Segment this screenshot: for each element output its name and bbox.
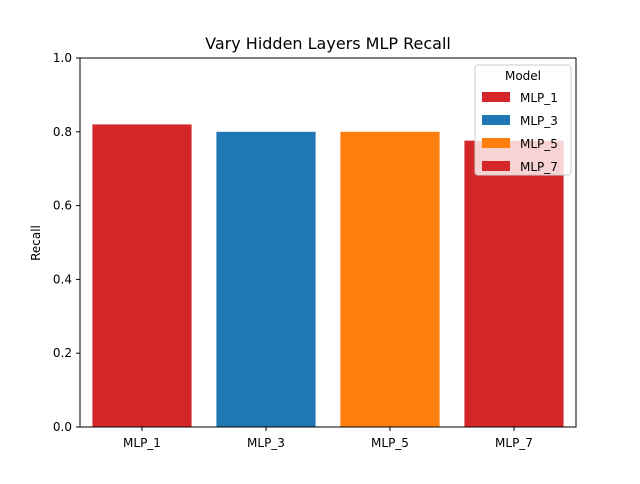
y-tick-label: 0.6 [53, 199, 72, 213]
axes-frame [79, 57, 577, 428]
legend-title: Model [505, 69, 541, 83]
legend-swatch [482, 161, 510, 171]
y-tick-label: 0.4 [53, 272, 72, 286]
x-tick-label: MLP_3 [247, 436, 285, 450]
y-axis-label: Recall [29, 225, 43, 261]
x-tick-label: MLP_5 [371, 436, 409, 450]
legend-swatch [482, 92, 510, 102]
legend-swatch [482, 115, 510, 125]
legend-entry-label: MLP_5 [520, 137, 558, 151]
legend-entry-label: MLP_3 [520, 114, 558, 128]
legend-swatch [482, 138, 510, 148]
chart-title: Vary Hidden Layers MLP Recall [205, 34, 451, 53]
bar-mlp-1 [92, 124, 192, 428]
bar-mlp-5 [340, 131, 440, 428]
legend-entry-label: MLP_1 [520, 91, 558, 105]
y-tick-label: 0.0 [53, 420, 72, 434]
legend: Model MLP_1 MLP_3 MLP_5 MLP_7 [474, 64, 572, 176]
x-tick-label: MLP_1 [123, 436, 161, 450]
legend-entry-label: MLP_7 [520, 160, 558, 174]
bar-mlp-3 [216, 131, 316, 428]
y-tick-label: 0.8 [53, 125, 72, 139]
x-tick-label: MLP_7 [495, 436, 533, 450]
y-tick-label: 1.0 [53, 51, 72, 65]
y-tick-label: 0.2 [53, 346, 72, 360]
bar-mlp-7 [464, 140, 564, 427]
plot-area: 0.0 0.2 0.4 0.6 0.8 1.0 MLP_1 MLP_3 MLP_5 MLP_7 [53, 51, 577, 450]
